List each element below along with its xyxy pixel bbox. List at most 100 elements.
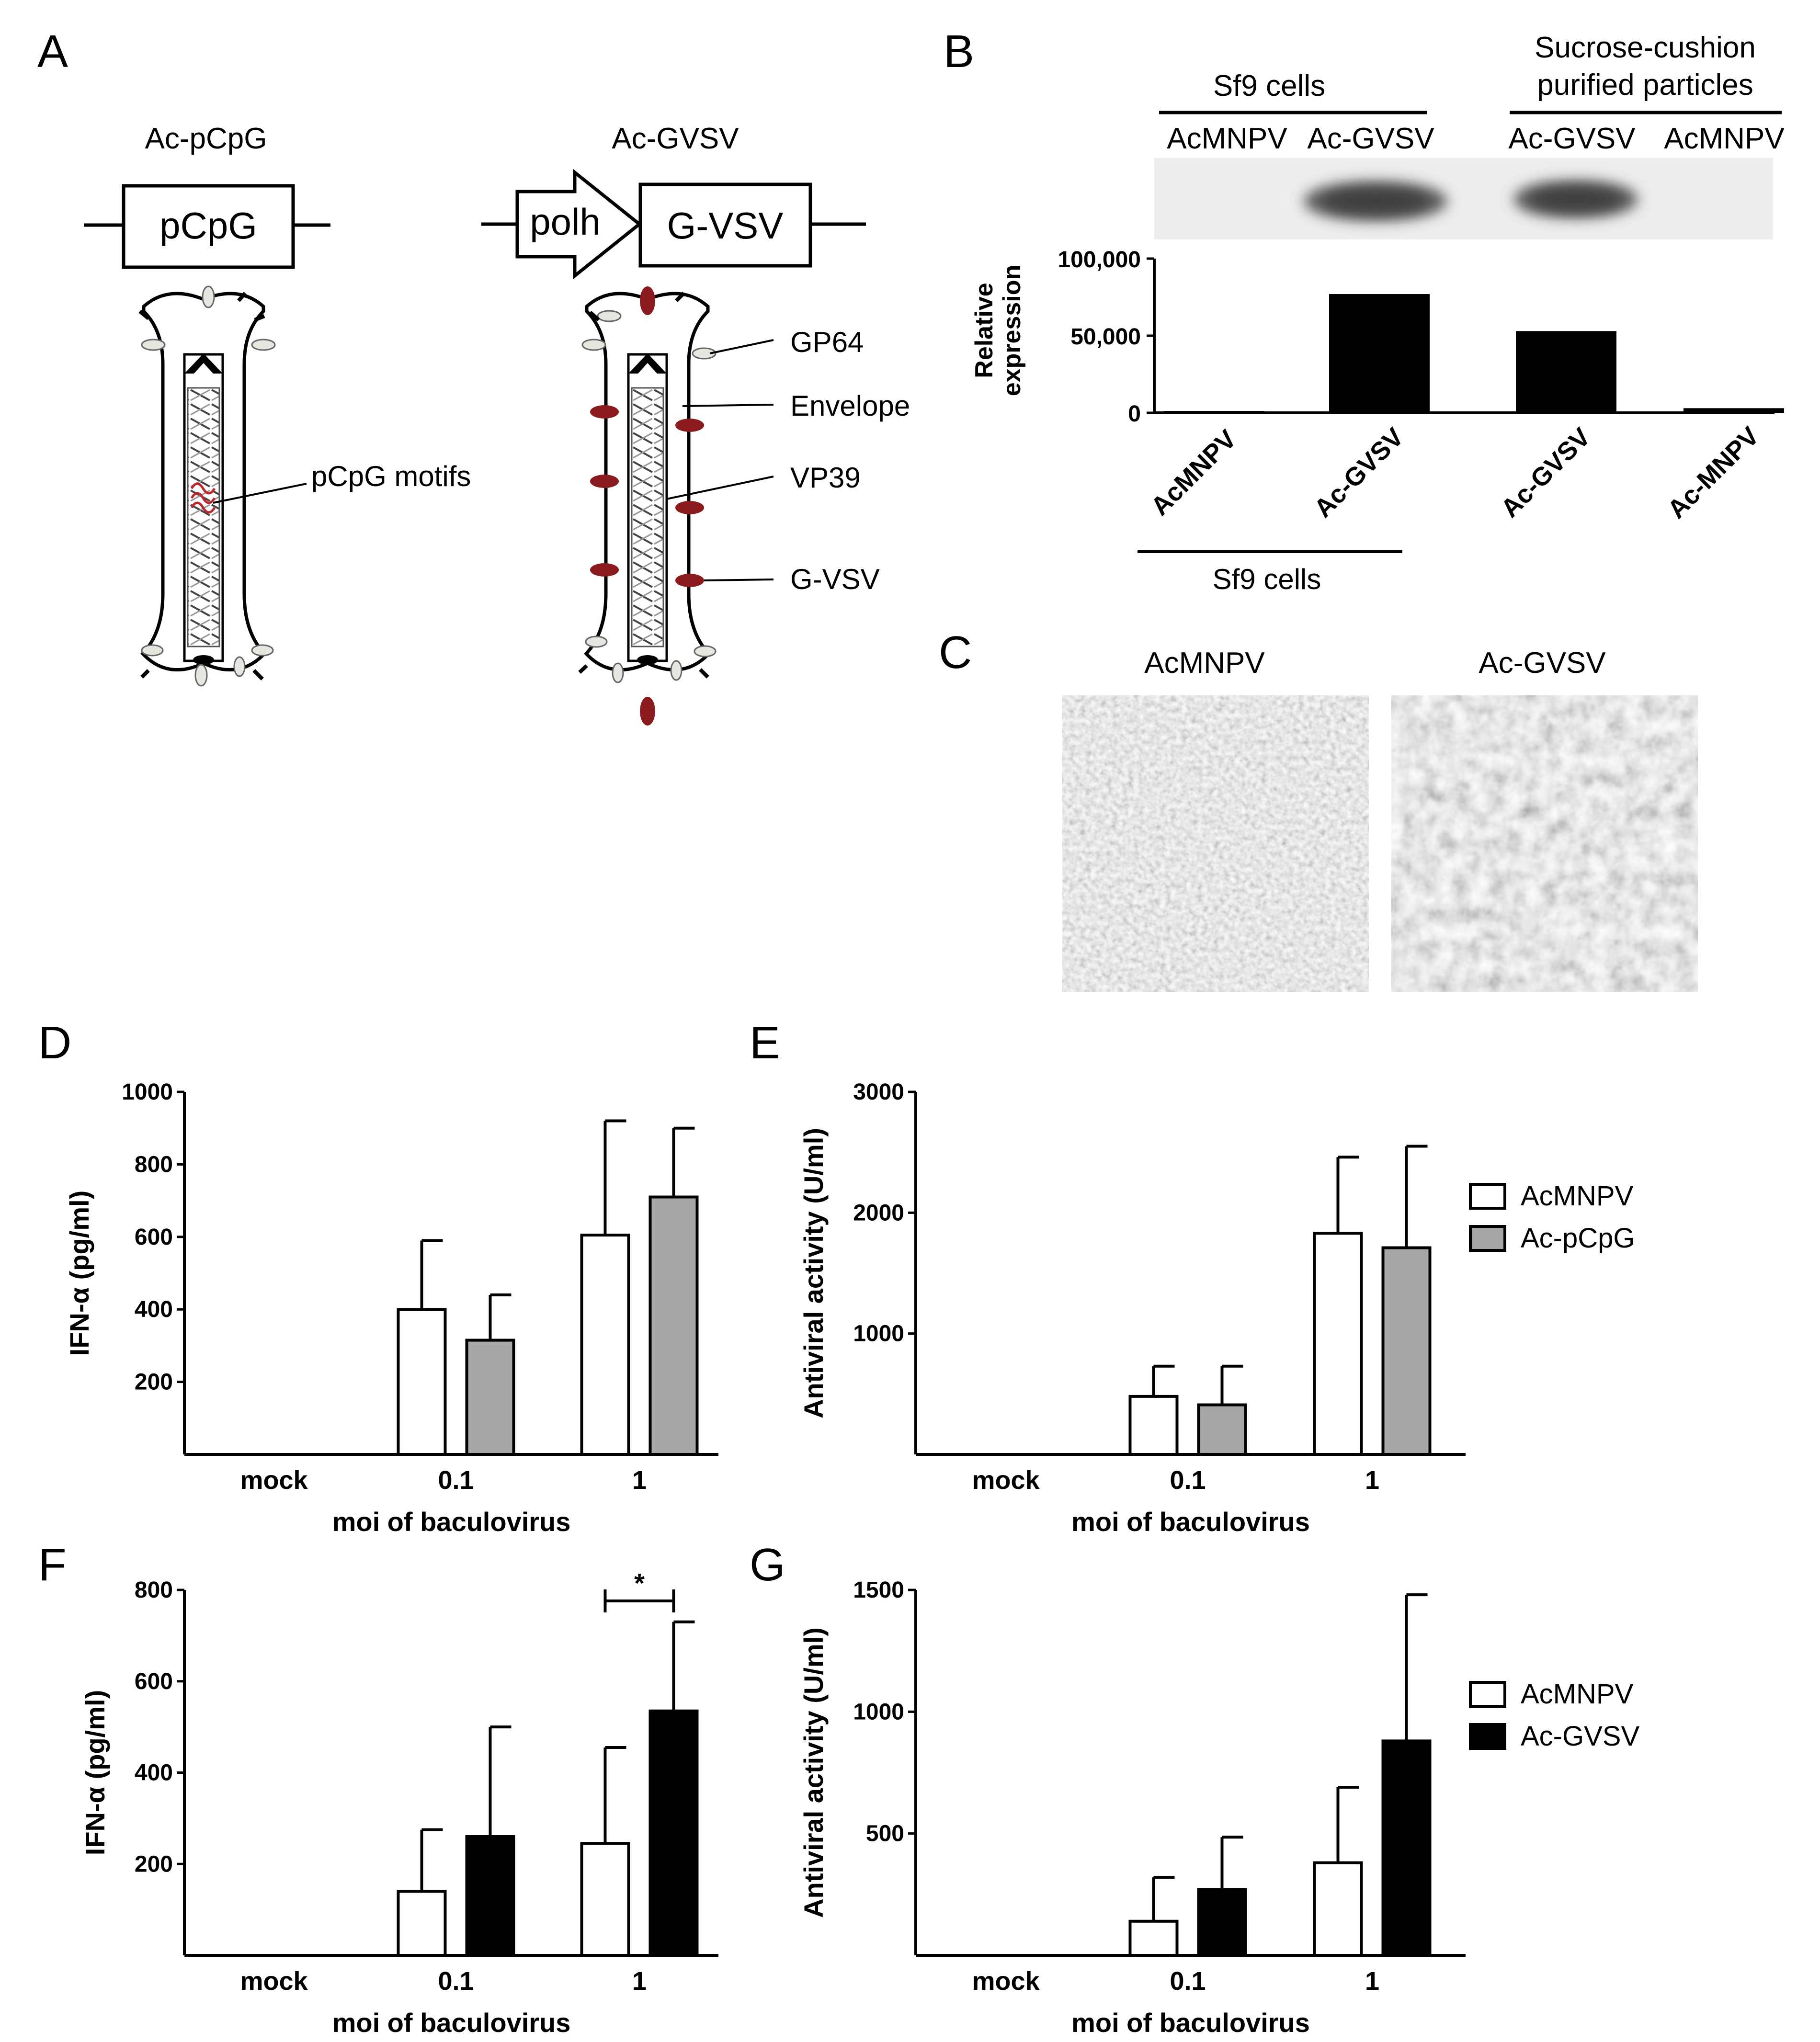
ytick-label: 200 [135, 1851, 173, 1877]
legend-label: AcMNPV [1521, 1180, 1634, 1212]
virion-right: GP64 Envelope VP39 G-VSV [578, 286, 910, 726]
micrograph-acmnpv [1062, 695, 1369, 992]
construct-title-right: Ac-GVSV [612, 122, 739, 155]
b-category-label: Ac-GVSV [1495, 422, 1596, 523]
legend-swatch [1469, 1723, 1506, 1750]
bar-ac-gvsv [1197, 1888, 1247, 1957]
chart-d: 1000 800 600 400 200 IFN-α (pg/ml) mock 0.1 1 moi… [64, 1079, 718, 1537]
polh-promoter-arrow [515, 169, 642, 280]
ytick-label: 400 [135, 1760, 173, 1786]
legend-swatch [1469, 1183, 1506, 1210]
bar-ac-gvsv [648, 1709, 699, 1957]
ytick-label: 1500 [853, 1577, 904, 1603]
bar-acmnpv [1313, 1861, 1363, 1957]
ytick-label: 200 [135, 1370, 173, 1395]
b-category-label: AcMNPV [1145, 424, 1242, 521]
ytick-label: 600 [135, 1669, 173, 1694]
panel-label-e: E [750, 1017, 780, 1068]
chart-f: 800 600 400 200 IFN-α (pg/ml) mock 0.1 1 moi of … [80, 1568, 718, 2038]
micrograph-ac-gvsv [1391, 695, 1698, 992]
pcpg-gene-box [122, 184, 295, 269]
construct-title-left: Ac-pCpG [145, 122, 267, 155]
x-category-label: 0.1 [1170, 1466, 1206, 1495]
bar-acmnpv [1128, 1919, 1179, 1957]
gel-lane-4: AcMNPV [1664, 122, 1785, 155]
ytick-label: 800 [135, 1152, 173, 1177]
panel-label-f: F [38, 1539, 67, 1590]
legend-label: Ac-pCpG [1521, 1223, 1635, 1254]
ytick-label: 3000 [853, 1079, 904, 1105]
chart-e: 3000 2000 1000 Antiviral activity (U/ml) moc… [798, 1079, 1635, 1537]
bar-ac-pcpg [465, 1339, 515, 1456]
x-category-label: 1 [632, 1967, 647, 1996]
bar-ac-pcpg [1381, 1246, 1432, 1456]
bar-acmnpv [397, 1308, 447, 1456]
virion-left: pCpG motifs [138, 285, 471, 687]
gel-group-sf9: Sf9 cells [1213, 69, 1325, 102]
x-category-label: 1 [632, 1466, 647, 1495]
x-axis-label: moi of baculovirus [1071, 1507, 1310, 1537]
bar-ac-pcpg [648, 1195, 699, 1456]
gel-lane-2: Ac-GVSV [1307, 122, 1434, 155]
bar-acmnpv [1128, 1395, 1179, 1456]
gvsv-gene-label: G-VSV [667, 204, 784, 247]
panel-a: A Ac-pCpG pCpG [37, 26, 910, 726]
gel-group-sucrose-line1: Sucrose-cushion [1535, 31, 1756, 64]
b-sf9-bracket-label: Sf9 cells [1213, 563, 1321, 595]
x-category-label: mock [240, 1466, 308, 1495]
b-bar [1516, 331, 1616, 413]
bar-acmnpv [397, 1890, 447, 1957]
x-category-label: 0.1 [438, 1466, 474, 1495]
ytick-label: 1000 [122, 1079, 173, 1105]
x-category-label: 1 [1365, 1967, 1379, 1996]
micrograph-title-left: AcMNPV [1144, 647, 1265, 680]
b-category-label: Ac-MNPV [1662, 421, 1764, 524]
panel-label-d: D [38, 1017, 71, 1068]
x-category-label: 1 [1365, 1466, 1379, 1495]
bar-ac-pcpg [1197, 1403, 1247, 1456]
panel-label-c: C [939, 627, 972, 678]
y-axis-label: IFN-α (pg/ml) [64, 1191, 94, 1356]
bar-acmnpv [580, 1234, 630, 1456]
b-bar [1684, 408, 1784, 413]
panel-label-a: A [37, 26, 68, 77]
panel-c: C AcMNPV Ac-GVSV [939, 627, 1698, 992]
ytick-label: 1000 [853, 1699, 904, 1724]
y-axis-label: IFN-α (pg/ml) [80, 1690, 110, 1855]
legend-label: AcMNPV [1521, 1679, 1634, 1710]
panel-b: B Sf9 cells Sucrose-cushion purified par… [944, 26, 1785, 595]
x-axis-label: moi of baculovirus [1071, 2008, 1310, 2038]
ytick-label: 500 [866, 1821, 904, 1847]
bar-acmnpv [580, 1842, 630, 1957]
b-bar [1329, 294, 1430, 413]
micrograph-title-right: Ac-GVSV [1479, 647, 1606, 680]
gvsv-gene-box [638, 182, 812, 268]
legend-swatch [1469, 1681, 1506, 1708]
gel-group-sucrose-line2: purified particles [1537, 68, 1753, 102]
x-axis-label: moi of baculovirus [332, 2008, 571, 2038]
x-axis-label: moi of baculovirus [332, 1507, 571, 1537]
significance-marker: * [634, 1568, 645, 1598]
ytick-label: 2000 [853, 1200, 904, 1225]
gel-lane-3: Ac-GVSV [1508, 122, 1636, 155]
callout-gvsv: G-VSV [790, 563, 880, 595]
x-category-label: mock [972, 1967, 1040, 1996]
western-blot [1154, 158, 1773, 239]
callout-vp39: VP39 [790, 462, 861, 494]
x-category-label: 0.1 [1170, 1967, 1206, 1996]
polh-label: polh [530, 201, 600, 243]
pcpg-gene-label: pCpG [159, 204, 257, 247]
chart-g: 1500 1000 500 Antiviral activity (U/ml) mock… [798, 1577, 1639, 2038]
b-ytick-label: 0 [1128, 401, 1141, 427]
panel-label-g: G [750, 1539, 785, 1590]
panel-label-b: B [944, 26, 974, 77]
gel-lane-1: AcMNPV [1167, 122, 1287, 155]
b-bar [1164, 411, 1264, 413]
ytick-label: 1000 [853, 1321, 904, 1347]
y-axis-label: Antiviral activity (U/ml) [798, 1627, 829, 1918]
callout-envelope: Envelope [790, 390, 910, 422]
b-ylabel-line2: expression [998, 265, 1026, 397]
pcpg-motifs-label: pCpG motifs [311, 460, 471, 492]
legend-swatch [1469, 1225, 1506, 1252]
b-ytick-label: 50,000 [1070, 324, 1141, 350]
